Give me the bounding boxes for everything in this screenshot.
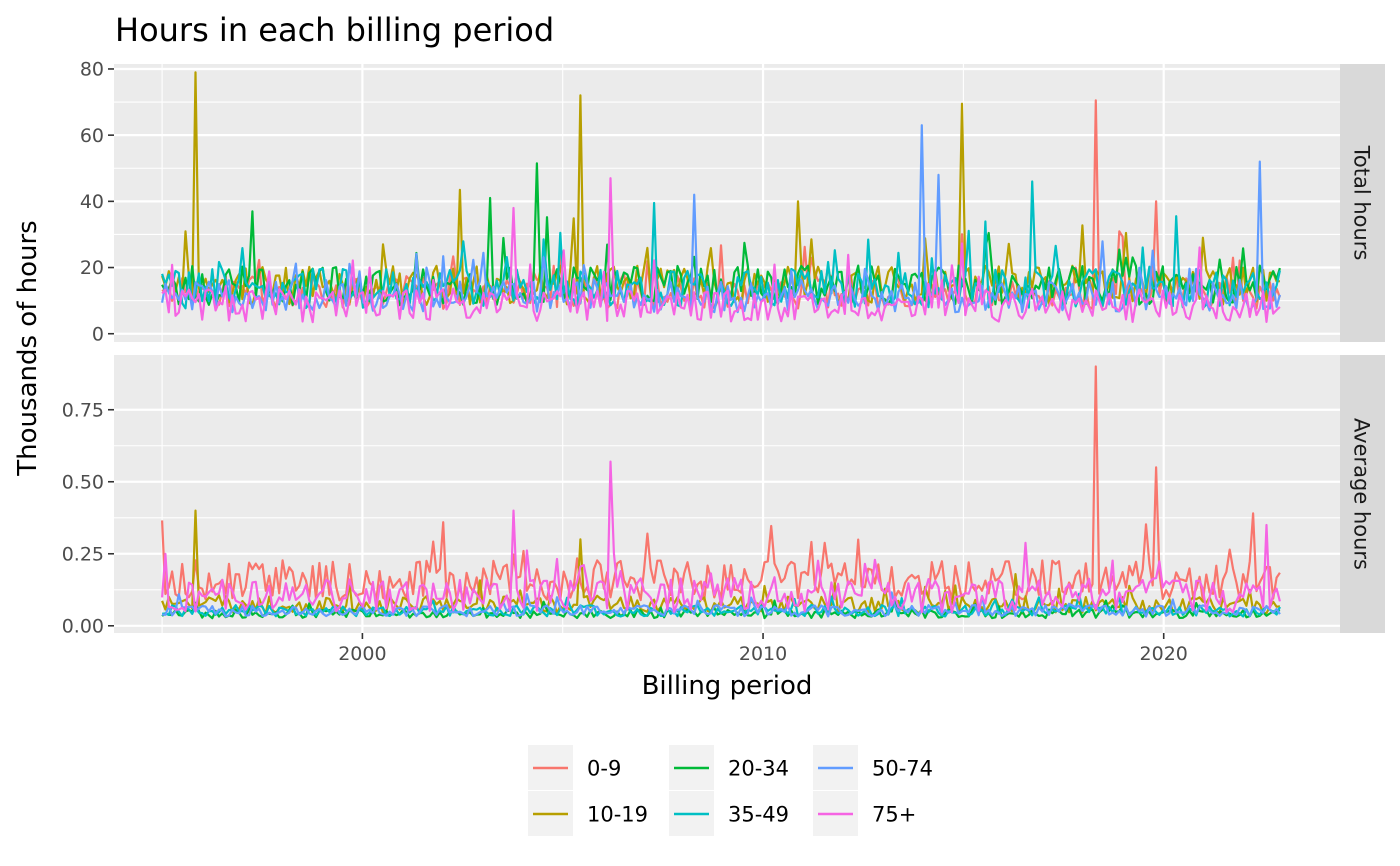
legend-label: 75+ <box>872 802 916 826</box>
panel-grid <box>114 64 1340 342</box>
panel-series <box>161 365 1281 620</box>
legend-label: 0-9 <box>587 756 621 780</box>
series-line-75plus <box>161 177 1281 324</box>
y-tick-label: 60 <box>80 125 104 147</box>
y-tick-label: 20 <box>80 257 104 279</box>
x-tick-label: 2000 <box>338 643 386 665</box>
x-tick-label: 2010 <box>739 643 787 665</box>
x-axis-title: Billing period <box>642 671 813 701</box>
y-tick-label: 0 <box>92 323 104 345</box>
x-tick-label: 2020 <box>1140 643 1188 665</box>
y-tick-label: 0.00 <box>62 615 104 637</box>
panel-total-hours: 0 20 40 60 80 Total hours <box>80 59 1385 345</box>
strip-background <box>1340 355 1385 633</box>
y-tick-label: 40 <box>80 191 104 213</box>
legend-label: 20-34 <box>728 756 789 780</box>
legend-label: 10-19 <box>587 802 648 826</box>
y-tick-label: 0.75 <box>62 399 104 421</box>
strip-label-average-hours: Average hours <box>1350 418 1374 570</box>
y-tick-label: 0.25 <box>62 543 104 565</box>
chart-title: Hours in each billing period <box>115 11 554 49</box>
legend-label: 35-49 <box>728 802 789 826</box>
series-line-50-74 <box>161 124 1281 314</box>
strip-label-total-hours: Total hours <box>1350 145 1374 261</box>
y-axis-title: Thousands of hours <box>13 220 43 476</box>
legend-label: 50-74 <box>872 756 933 780</box>
series-line-75plus <box>161 460 1281 614</box>
legend: 0-9 10-19 20-34 35-49 50-74 75+ <box>528 745 933 836</box>
panel-average-hours: 0.00 0.25 0.50 0.75 Average hours <box>62 355 1385 637</box>
strip-background <box>1340 64 1385 342</box>
y-axis: 0 20 40 60 80 <box>80 59 114 345</box>
x-axis: 2000 2010 2020 <box>338 633 1188 665</box>
panel-series <box>161 71 1281 324</box>
y-tick-label: 80 <box>80 59 104 81</box>
y-axis: 0.00 0.25 0.50 0.75 <box>62 399 114 637</box>
y-tick-label: 0.50 <box>62 471 104 493</box>
